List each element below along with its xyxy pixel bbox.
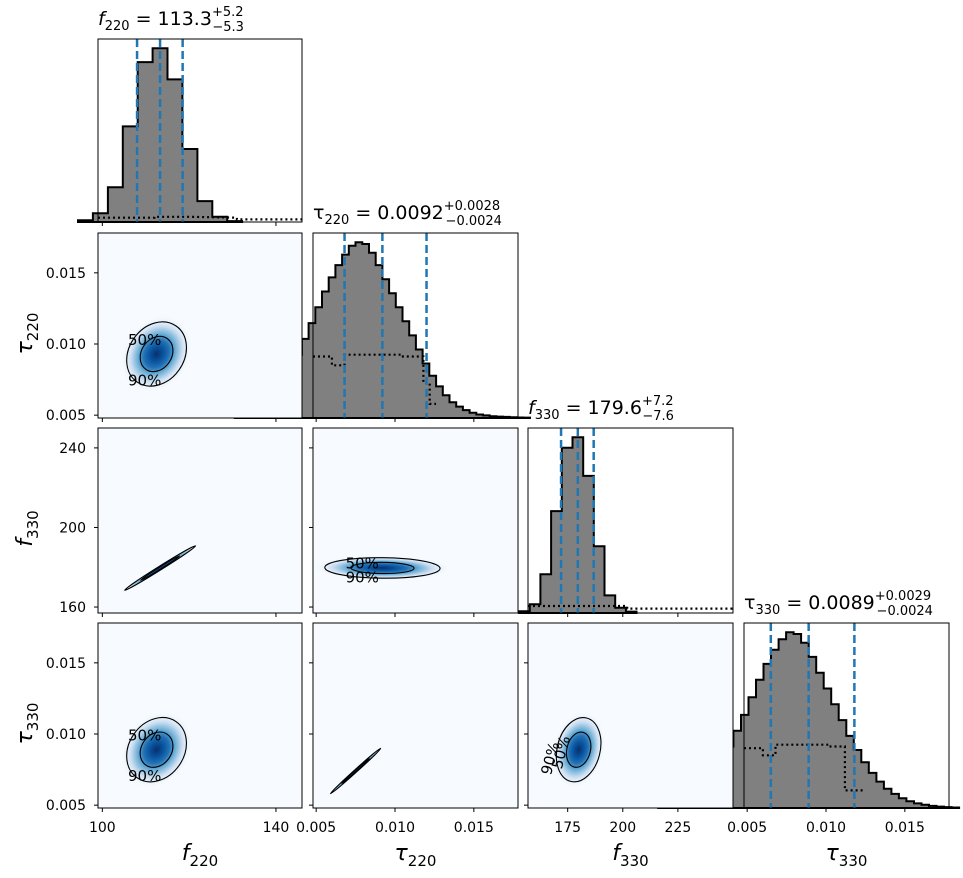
y-tick-label: 0.005 bbox=[46, 408, 86, 424]
contour-90 bbox=[126, 321, 187, 387]
panel-frame bbox=[97, 427, 303, 614]
contour-90 bbox=[555, 717, 602, 783]
x-tick-label: 100 bbox=[89, 820, 116, 836]
density-fill bbox=[120, 710, 193, 789]
y-tick-label: 0.005 bbox=[46, 798, 86, 814]
x-tick-label: 0.010 bbox=[375, 820, 415, 836]
density-panel-3-2: 50%90% bbox=[527, 622, 734, 809]
y-tick-label: 0.015 bbox=[46, 656, 86, 672]
density-fill bbox=[551, 710, 606, 789]
panel-frame bbox=[97, 622, 303, 809]
x-axis-label-3: τ330 bbox=[826, 841, 868, 870]
contour-50 bbox=[139, 335, 174, 373]
prior-line bbox=[744, 743, 866, 792]
title-0: f220 = 113.3+5.2 −5.3 bbox=[98, 5, 244, 35]
contour-50 bbox=[139, 731, 174, 768]
title-2: f330 = 179.6+7.2 −7.6 bbox=[528, 394, 674, 424]
panel-frame bbox=[312, 427, 519, 614]
x-axis-0: 100 140 bbox=[89, 222, 289, 836]
y-tick-label: 200 bbox=[59, 520, 86, 536]
histogram-panel-2 bbox=[518, 427, 734, 614]
x-axis-1: 0.005 0.010 0.015 bbox=[296, 418, 494, 836]
title-1: τ220 = 0.0092+0.0028 −0.0024 bbox=[313, 199, 502, 229]
panel-frame bbox=[312, 622, 519, 809]
histogram-panel-0 bbox=[77, 38, 303, 223]
y-axis-3: 0.005 0.010 0.015 bbox=[46, 656, 528, 814]
y-axis-1: 0.005 0.010 0.015 bbox=[46, 266, 98, 424]
density-fill bbox=[117, 541, 203, 595]
contour-label-90: 90% bbox=[346, 568, 379, 586]
panel-frame bbox=[527, 427, 734, 614]
panel-background bbox=[98, 428, 302, 613]
prior-line bbox=[98, 215, 302, 221]
y-tick-label: 0.010 bbox=[46, 727, 86, 743]
density-panel-3-0: 50% 90% bbox=[97, 622, 303, 809]
x-tick-label: 0.015 bbox=[454, 820, 494, 836]
y-axis-2: 160 200 240 bbox=[59, 441, 313, 616]
density-fill bbox=[325, 743, 386, 799]
y-tick-label: 160 bbox=[59, 600, 86, 616]
y-axis-label-3: τ330 bbox=[13, 703, 42, 745]
y-axis-label-1: τ220 bbox=[13, 313, 42, 355]
contour-label-50: 50% bbox=[128, 727, 161, 745]
x-axis-3: 0.005 0.010 0.015 bbox=[727, 808, 925, 836]
density-fill bbox=[312, 555, 453, 581]
density-panel-2-1: 50%90% bbox=[312, 427, 519, 614]
contour-label-90: 90% bbox=[128, 767, 161, 785]
x-axis-label-2: f330 bbox=[612, 841, 648, 870]
contour-90 bbox=[329, 747, 382, 795]
contour-label-50: 50% bbox=[128, 331, 161, 349]
y-axis-label-2: f330 bbox=[13, 510, 42, 546]
contour-90 bbox=[126, 717, 187, 783]
contour-90 bbox=[324, 557, 441, 579]
x-tick-label: 0.015 bbox=[885, 820, 925, 836]
density-panel-3-1 bbox=[312, 622, 519, 809]
panel-frame bbox=[312, 232, 519, 419]
contour-50 bbox=[350, 561, 415, 575]
x-tick-label: 200 bbox=[609, 820, 636, 836]
x-tick-label: 0.010 bbox=[806, 820, 846, 836]
labels-layer: f220 = 113.3+5.2 −5.3 τ220 = 0.0092+0.0028… bbox=[13, 5, 933, 870]
contour-50 bbox=[341, 758, 370, 784]
x-tick-label: 0.005 bbox=[727, 820, 767, 836]
prior-line bbox=[528, 604, 733, 610]
contour-90 bbox=[124, 545, 197, 591]
contour-label-50: 50% bbox=[346, 554, 379, 572]
prior-line bbox=[313, 353, 436, 405]
x-axis-label-0: f220 bbox=[182, 841, 218, 870]
x-tick-label: 140 bbox=[263, 820, 290, 836]
x-axis-label-1: τ220 bbox=[395, 841, 437, 870]
x-tick-label: 175 bbox=[554, 820, 581, 836]
y-tick-label: 0.015 bbox=[46, 266, 86, 282]
x-tick-label: 225 bbox=[665, 820, 692, 836]
panel-background bbox=[313, 428, 518, 613]
x-tick-label: 0.005 bbox=[296, 820, 336, 836]
contour-label-90: 90% bbox=[128, 371, 161, 389]
contour-50 bbox=[565, 731, 592, 768]
x-axis-2: 175 200 225 bbox=[554, 613, 691, 836]
density-fill bbox=[120, 315, 193, 393]
density-panel-2-0 bbox=[97, 427, 303, 614]
contour-50 bbox=[140, 555, 181, 581]
title-3: τ330 = 0.0089+0.0029 −0.0024 bbox=[744, 589, 933, 619]
y-tick-label: 0.010 bbox=[46, 337, 86, 353]
y-tick-label: 240 bbox=[59, 441, 86, 457]
panel-background bbox=[98, 233, 302, 418]
panel-frame bbox=[97, 232, 303, 419]
panel-frame bbox=[527, 622, 734, 809]
panels-layer: 50%90%50%90%50%90%50%90% bbox=[77, 38, 961, 809]
panel-frame bbox=[97, 38, 303, 223]
panel-frame bbox=[743, 622, 950, 809]
density-panel-1-0: 50% 90% bbox=[97, 232, 303, 419]
